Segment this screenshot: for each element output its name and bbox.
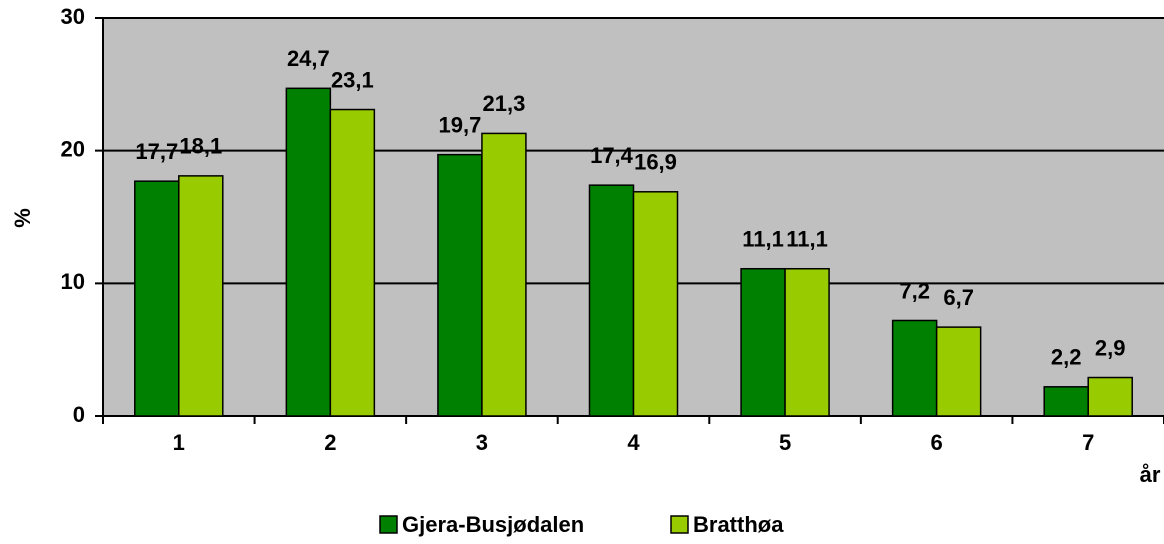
legend-label: Bratthøa — [693, 512, 784, 537]
y-tick-label: 30 — [61, 4, 85, 29]
bar — [134, 180, 180, 417]
bar — [588, 184, 635, 417]
bar — [784, 267, 830, 417]
x-tick-label: 5 — [779, 430, 791, 455]
y-axis-label: % — [10, 208, 35, 228]
value-label: 11,1 — [786, 227, 828, 252]
value-label: 19,7 — [439, 112, 482, 137]
value-label: 11,1 — [742, 227, 784, 252]
bar — [178, 175, 224, 417]
value-label: 18,1 — [179, 134, 222, 159]
x-tick-label: 3 — [476, 430, 488, 455]
value-label: 23,1 — [331, 67, 374, 92]
bar — [935, 326, 982, 417]
legend-label: Gjera-Busjødalen — [402, 512, 584, 537]
bar — [632, 191, 679, 417]
legend-swatch — [670, 515, 689, 534]
x-tick-label: 4 — [627, 430, 640, 455]
bar — [1087, 376, 1133, 417]
bar — [437, 153, 483, 417]
x-axis-label: år — [1140, 462, 1161, 487]
value-label: 2,9 — [1095, 335, 1126, 360]
value-label: 16,9 — [634, 150, 677, 175]
value-label: 17,4 — [590, 143, 634, 168]
y-tick-label: 0 — [73, 402, 85, 427]
value-label: 2,2 — [1051, 345, 1082, 370]
bar — [1043, 386, 1089, 417]
value-label: 24,7 — [287, 46, 330, 71]
value-label: 7,2 — [899, 278, 930, 303]
value-label: 17,7 — [135, 139, 178, 164]
bar — [891, 319, 938, 417]
bar — [481, 132, 527, 417]
bar — [740, 267, 786, 417]
x-tick-label: 1 — [173, 430, 185, 455]
x-tick-label: 2 — [324, 430, 336, 455]
x-tick-label: 7 — [1082, 430, 1094, 455]
bar — [329, 108, 376, 417]
value-label: 21,3 — [483, 91, 526, 116]
y-tick-label: 10 — [61, 269, 85, 294]
bar — [285, 87, 332, 417]
y-tick-label: 20 — [61, 136, 85, 161]
x-tick-label: 6 — [931, 430, 943, 455]
legend-swatch — [379, 515, 398, 534]
value-label: 6,7 — [943, 285, 974, 310]
